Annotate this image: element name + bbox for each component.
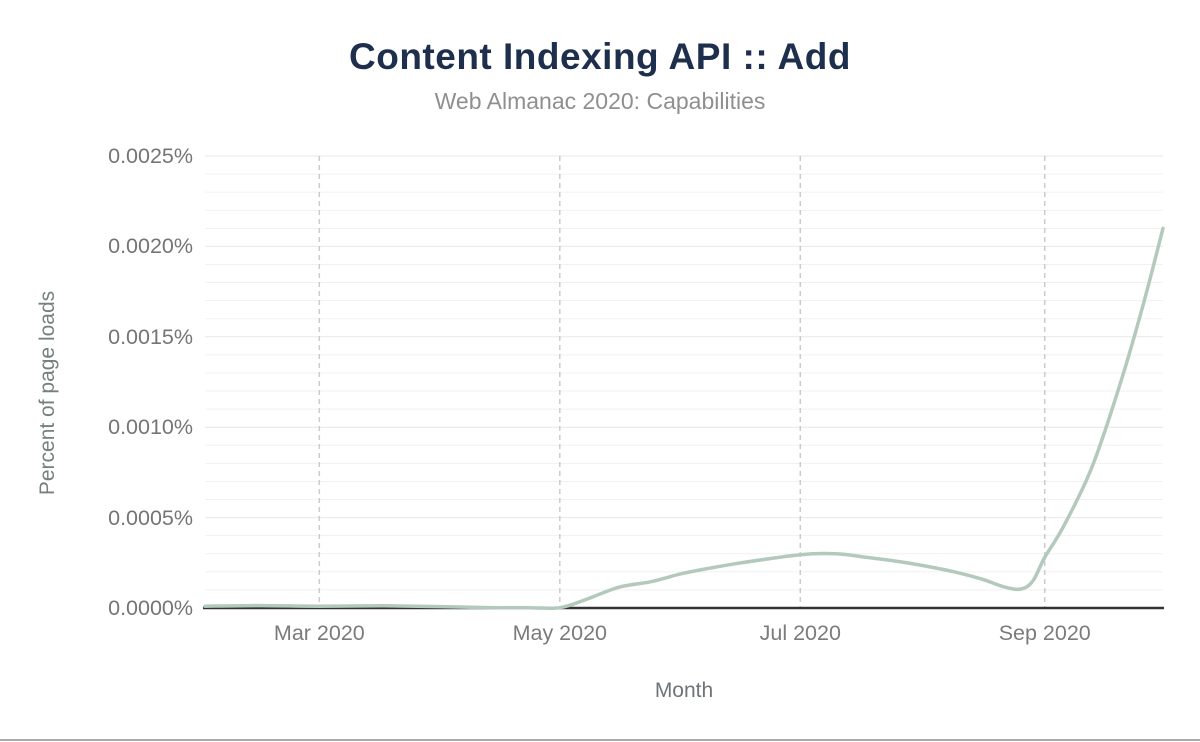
y-tick-label: 0.0005% (108, 505, 193, 530)
x-tick-label: Sep 2020 (998, 621, 1091, 645)
y-tick-label: 0.0025% (108, 144, 193, 168)
x-tick-label: Jul 2020 (759, 621, 841, 645)
x-tick-label: May 2020 (512, 621, 608, 645)
y-tick-label: 0.0000% (108, 596, 193, 620)
y-tick-label: 0.0010% (108, 415, 193, 440)
chart-title: Content Indexing API :: Add (349, 36, 851, 77)
window-edge-bar (0, 739, 1200, 741)
chart-subtitle: Web Almanac 2020: Capabilities (434, 88, 766, 114)
y-tick-label: 0.0020% (108, 234, 193, 259)
y-tick-label: 0.0015% (108, 324, 193, 349)
x-axis-title: Month (654, 679, 714, 702)
x-tick-label: Mar 2020 (273, 621, 365, 645)
trend-line (203, 226, 1165, 611)
